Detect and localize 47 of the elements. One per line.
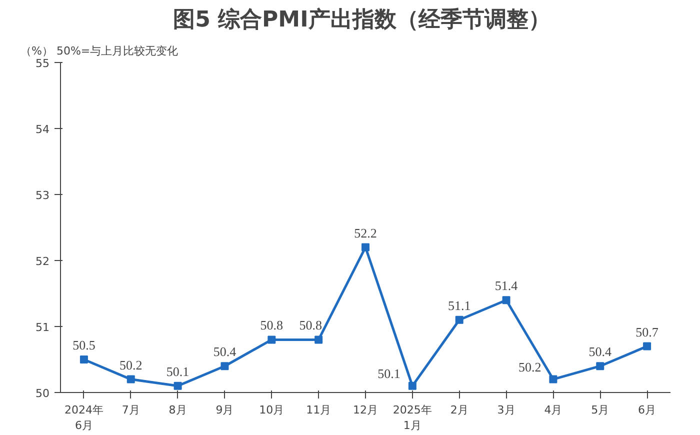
- data-label: 52.2: [354, 225, 377, 240]
- y-tick-label: 52: [36, 255, 50, 268]
- y-tick-label: 55: [36, 57, 50, 70]
- x-tick-label: 12月: [353, 404, 378, 416]
- point: [596, 362, 604, 370]
- x-tick-label: 9月: [216, 404, 234, 416]
- y-tick-label: 53: [36, 189, 50, 202]
- data-label: 50.5: [72, 338, 96, 352]
- x-tick-label: 11月: [306, 404, 332, 416]
- x-tick-label: 2025年 1月: [392, 404, 432, 432]
- point: [362, 243, 370, 252]
- data-label: 51.4: [494, 278, 518, 294]
- data-label: 50.1: [166, 364, 190, 379]
- data-label: 50.8: [260, 318, 284, 333]
- chart-title: 图5 综合PMI产出指数（经季节调整）: [173, 6, 550, 32]
- x-tick-label: 3月: [497, 404, 516, 416]
- point: [314, 336, 323, 344]
- point: [549, 375, 558, 384]
- y-tick-label: 51: [36, 321, 50, 334]
- x-tick-label: 6月: [638, 404, 656, 416]
- point: [268, 336, 276, 344]
- data-label: 50.4: [588, 344, 612, 360]
- x-tick-label: 8月: [168, 404, 187, 416]
- x-tick-label: 10月: [259, 404, 284, 416]
- point: [174, 382, 182, 390]
- data-label: 50.1: [378, 366, 400, 381]
- point: [408, 382, 416, 390]
- x-tick-label: 2024年 6月: [64, 404, 104, 432]
- point: [126, 375, 135, 384]
- data-label: 50.7: [636, 324, 659, 340]
- text: （%） 50%=与上月比较无变化: [20, 44, 178, 58]
- point: [455, 316, 464, 324]
- data-label: 50.8: [299, 318, 322, 333]
- y-tick-label: 54: [36, 123, 50, 136]
- data-label: 50.2: [518, 359, 542, 374]
- x-tick-label: 4月: [544, 404, 562, 416]
- data-label: 50.4: [213, 344, 237, 360]
- point: [643, 342, 652, 350]
- data-label: 50.2: [120, 357, 142, 372]
- x-tick-label: 7月: [122, 404, 140, 416]
- point: [80, 356, 88, 364]
- point: [220, 362, 229, 370]
- x-tick-label: 5月: [591, 404, 610, 416]
- x-tick-label: 2月: [450, 404, 468, 416]
- y-tick-label: 50: [36, 387, 50, 400]
- point: [502, 296, 510, 304]
- data-label: 51.1: [448, 298, 471, 313]
